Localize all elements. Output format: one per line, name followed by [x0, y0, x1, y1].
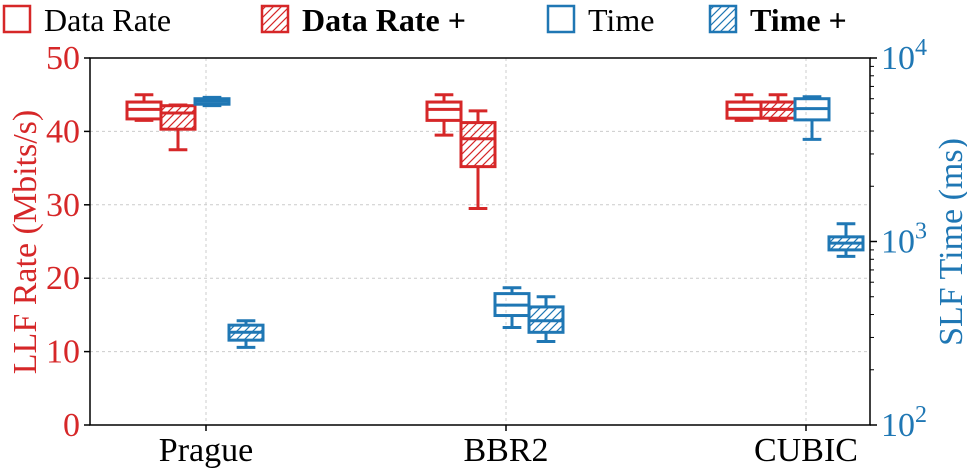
legend-label: Time +: [750, 2, 847, 38]
grid-lines: [90, 58, 870, 425]
box-time-prague: [227, 319, 265, 349]
box-timebbr2: [493, 286, 531, 329]
x-tick-label: CUBIC: [754, 432, 858, 469]
x-tick-label: Prague: [159, 432, 253, 469]
legend-swatch: [2, 4, 32, 34]
left-tick-label: 50: [46, 40, 80, 77]
box-data-ratebbr2: [425, 93, 463, 137]
right-tick-label: 102: [881, 402, 927, 444]
left-tick-label: 20: [46, 260, 80, 297]
box-timecubic: [793, 95, 831, 141]
legend-label: Data Rate +: [302, 2, 466, 38]
box-iqr: [159, 104, 197, 131]
right-tick-label: 104: [881, 35, 927, 77]
box-iqr: [459, 121, 497, 169]
box-layer: [125, 93, 865, 349]
legend-label: Data Rate: [44, 2, 171, 38]
x-axis: Prague BBR2 CUBIC: [159, 425, 858, 469]
left-tick-label: 30: [46, 187, 80, 224]
box-data-ratecubic: [725, 93, 763, 122]
left-axis: 0 10 20 30 40 50: [46, 40, 90, 444]
legend-swatch: [708, 4, 738, 34]
legend-label: Time: [588, 2, 654, 38]
left-tick-label: 40: [46, 113, 80, 150]
box-data-rate-cubic: [759, 93, 797, 122]
box-data-rate-bbr2: [459, 109, 497, 210]
left-tick-label: 10: [46, 334, 80, 371]
box-data-rate-prague: [159, 103, 197, 152]
right-axis-label: SLF Time (ms): [933, 138, 967, 346]
legend: Data Rate Data Rate + Time Time +: [2, 2, 847, 38]
x-tick-label: BBR2: [463, 432, 548, 469]
right-axis: 102 103 104: [870, 35, 927, 444]
legend-swatch: [260, 4, 290, 34]
box-time-cubic: [827, 222, 865, 258]
box-iqr: [425, 100, 463, 122]
box-timeprague: [193, 95, 231, 108]
left-axis-label: LLF Rate (Mbits/s): [7, 110, 44, 374]
box-data-rateprague: [125, 93, 163, 122]
box-time-bbr2: [527, 295, 565, 344]
plot-frame: [89, 57, 871, 426]
legend-swatch: [546, 4, 576, 34]
left-tick-label: 0: [63, 407, 80, 444]
right-tick-label: 103: [881, 219, 927, 261]
